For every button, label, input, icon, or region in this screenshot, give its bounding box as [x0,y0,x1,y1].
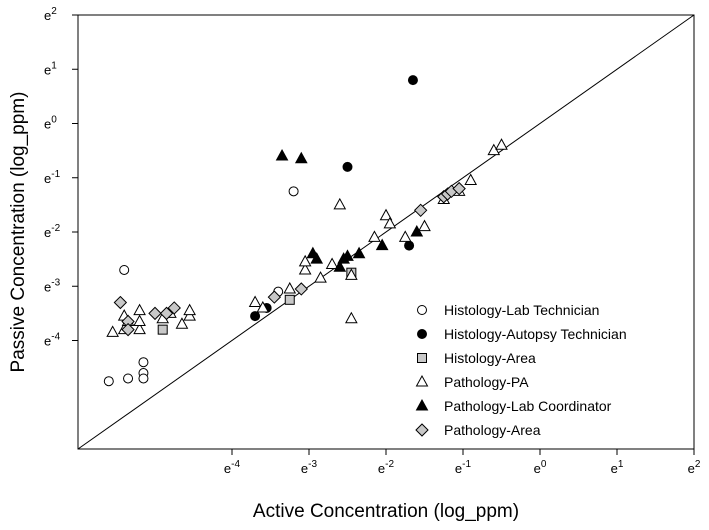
data-point [294,282,309,296]
legend-marker [415,398,429,411]
data-point [379,208,393,221]
data-point [121,322,135,337]
data-point [284,294,295,305]
data-point [288,186,299,197]
y-tick-label: e-2 [44,223,61,240]
legend-marker [415,374,429,387]
data-point [410,224,424,237]
legend: Histology-Lab Technician Histology-Autops… [415,302,627,438]
data-point [345,268,358,280]
y-tick-label: e2 [44,6,57,23]
x-tick-label: e-1 [455,459,472,476]
data-point [418,219,431,232]
data-point [342,161,353,172]
data-point [183,303,196,316]
data-point [413,203,428,218]
y-tick-label: e-3 [44,277,61,294]
y-tick-label: e-4 [44,332,61,349]
legend-marker [415,423,429,437]
data-point [294,151,308,164]
y-axis-ticks: e-4 e-3 e-2 e-1 e0 e1 e2 [44,6,78,349]
data-point [133,322,146,335]
legend-marker [417,305,427,315]
legend-label: Histology-Lab Technician [444,302,599,318]
data-point [375,238,389,251]
identity-line [77,14,695,450]
legend-label: Histology-Autopsy Technician [444,326,627,342]
data-point [248,295,262,308]
data-point [333,197,347,210]
data-point [452,181,466,196]
y-axis-title: Passive Concentration (log_ppm) [8,92,29,373]
x-tick-label: e2 [688,459,701,476]
data-point [464,173,478,185]
data-point [341,249,354,261]
legend-label: Pathology-PA [444,374,529,390]
data-point [352,246,366,259]
data-point [106,325,119,337]
legend-marker [417,329,427,339]
y-tick-label: e1 [44,60,57,77]
data-point [250,311,261,322]
data-point [314,271,327,283]
data-point [138,357,149,368]
data-point [159,306,174,321]
data-point [175,317,189,329]
y-tick-label: e-1 [44,169,61,186]
data-point [298,254,312,267]
data-point [325,257,339,270]
data-point [267,290,282,304]
legend-label: Histology-Area [444,350,536,366]
x-tick-label: e-2 [378,459,395,476]
x-tick-label: e-3 [301,459,318,476]
legend-marker [417,353,427,363]
data-point [133,314,146,327]
data-point [275,149,289,161]
data-point [298,262,312,275]
x-tick-label: e0 [534,459,547,476]
data-point [138,373,149,384]
data-point [157,324,168,335]
data-points [103,75,508,387]
data-point [103,376,114,387]
data-point [167,301,181,315]
data-point [113,295,128,310]
x-axis-ticks: e-4 e-3 e-2 e-1 e0 e1 e2 [224,449,701,476]
data-point [333,260,347,272]
data-point [310,252,324,264]
y-tick-label: e0 [44,115,57,132]
data-point [495,138,508,150]
data-point [133,303,146,316]
legend-label: Pathology-Lab Coordinator [444,398,612,414]
legend-label: Pathology-Area [444,422,541,438]
data-point [119,264,130,275]
data-point [404,240,415,251]
data-point [398,230,412,242]
data-point [407,75,418,86]
x-tick-label: e-4 [224,459,241,476]
data-point [123,373,134,384]
x-axis-title: Active Concentration (log_ppm) [253,501,519,522]
data-point [383,216,397,229]
data-point [256,300,270,313]
data-point [283,281,297,294]
x-tick-label: e1 [611,459,624,476]
data-point [368,230,381,242]
data-point [345,311,358,324]
data-point [148,306,162,321]
